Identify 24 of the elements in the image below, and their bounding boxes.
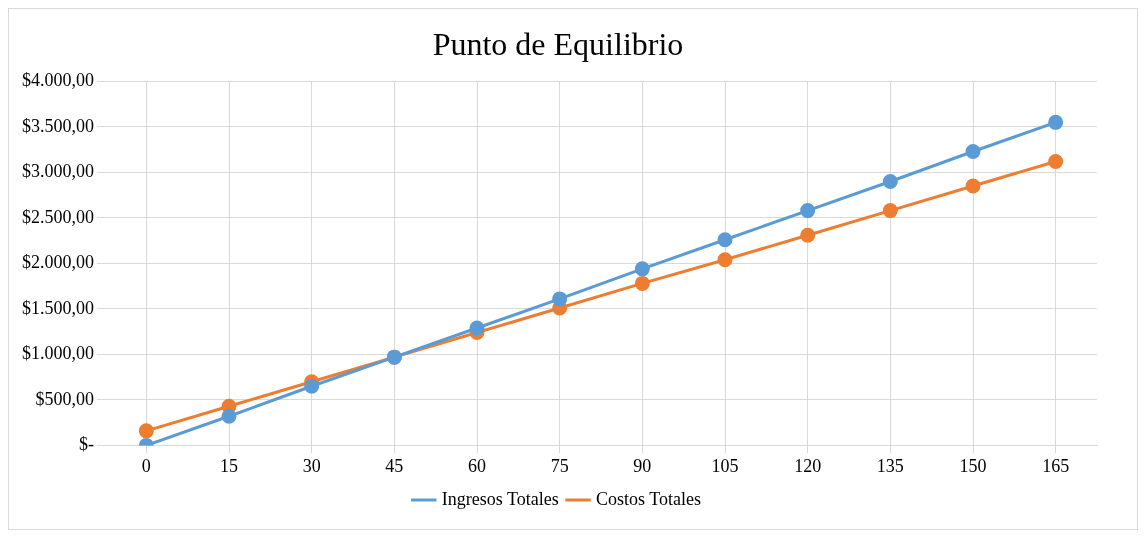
legend-label: Costos Totales	[595, 488, 701, 509]
x-tick-label: 0	[141, 455, 151, 476]
legend-label: Ingresos Totales	[441, 488, 559, 509]
y-tick-label: $2.000,00	[22, 252, 94, 273]
y-tick-label: $2.500,00	[22, 206, 94, 227]
x-tick-label: 150	[959, 455, 987, 476]
x-tick-label: 165	[1042, 455, 1070, 476]
x-tick-label: 60	[468, 455, 486, 476]
y-tick-label: $1.000,00	[22, 343, 94, 364]
y-tick-label: $3.500,00	[22, 115, 94, 136]
x-tick-label: 135	[876, 455, 904, 476]
y-tick-label: $3.000,00	[22, 161, 94, 182]
x-tick-label: 45	[385, 455, 404, 476]
y-tick-label: $4.000,00	[22, 70, 94, 91]
x-tick-label: 105	[711, 455, 739, 476]
x-tick-label: 30	[302, 455, 321, 476]
y-tick-label: $500,00	[35, 388, 94, 409]
x-tick-label: 15	[220, 455, 238, 476]
y-tick-label: $1.500,00	[22, 297, 94, 318]
x-tick-label: 120	[794, 455, 822, 476]
x-tick-label: 90	[633, 455, 652, 476]
y-tick-label: $-	[79, 434, 94, 455]
chart-title: Punto de Equilibrio	[432, 25, 684, 62]
x-tick-label: 75	[550, 455, 569, 476]
